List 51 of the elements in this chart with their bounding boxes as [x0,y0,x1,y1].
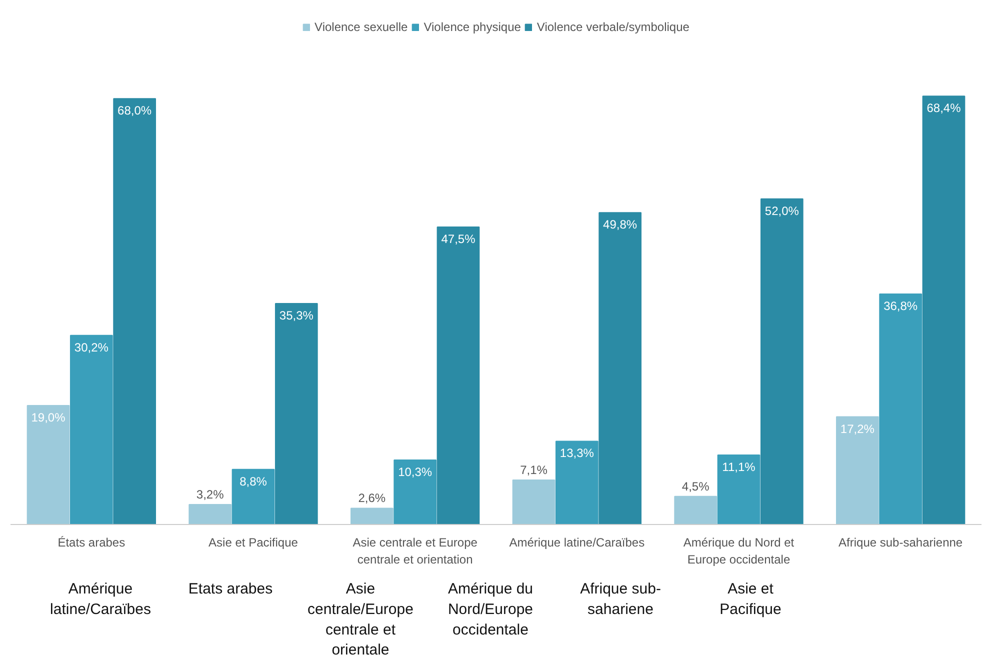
bar [598,212,642,524]
bar [555,440,598,524]
bar [232,468,275,524]
data-label: 2,6% [358,491,386,506]
data-label: 13,3% [560,446,594,460]
data-label: 10,3% [398,465,432,479]
x-tick-label: Amérique latine/Caraïbes [509,536,645,550]
text: Asie et Pacifique [720,580,782,618]
bar [436,226,480,524]
bar [836,416,879,524]
x-tick-label: États arabes [58,536,126,550]
bar [70,334,113,524]
bar [760,198,804,524]
x-tick-label: Afrique sub-saharienne [838,536,963,550]
bar [674,496,718,524]
bar [350,508,394,524]
data-label: 68,4% [926,101,962,116]
x-tick-label: Amérique du Nord et Europe occidentale [683,536,795,566]
text: Afrique sub-sahariene [580,580,661,618]
data-label: 8,8% [240,474,268,488]
data-label: 11,1% [722,460,756,474]
bar [188,504,232,524]
bar [922,96,966,524]
legend-label: Violence verbale/symbolique [536,20,690,34]
data-label: 7,1% [520,463,548,478]
bar [879,294,922,524]
bar [113,98,156,524]
bar [274,302,318,524]
data-label: 49,8% [603,218,638,232]
legend-label: Violence physique [424,20,521,34]
text: Amérique du Nord/Europe occidentale [448,580,534,638]
bar [26,405,70,524]
bar [717,454,760,524]
bar [394,460,437,524]
x-tick-label: Asie et Pacifique [208,536,298,550]
data-label: 35,3% [279,308,314,322]
data-label: 30,2% [74,340,109,354]
text: Amérique latine/Caraïbes [50,580,151,618]
data-label: 19,0% [31,410,66,425]
data-label: 4,5% [682,479,710,494]
x-tick-label: Asie centrale et Europe centrale et orientation [352,536,478,566]
legend-label: Violence sexuelle [314,20,408,34]
data-label: 3,2% [196,487,224,502]
text: Etats arabes [188,580,273,598]
data-label: 17,2% [840,422,875,436]
data-label: 47,5% [441,232,476,246]
data-label: 68,0% [118,104,152,118]
bar [512,480,556,524]
data-label: 36,8% [884,299,918,314]
data-label: 52,0% [764,204,800,218]
text: Asie centrale/Europe centrale et orientale [308,580,414,659]
